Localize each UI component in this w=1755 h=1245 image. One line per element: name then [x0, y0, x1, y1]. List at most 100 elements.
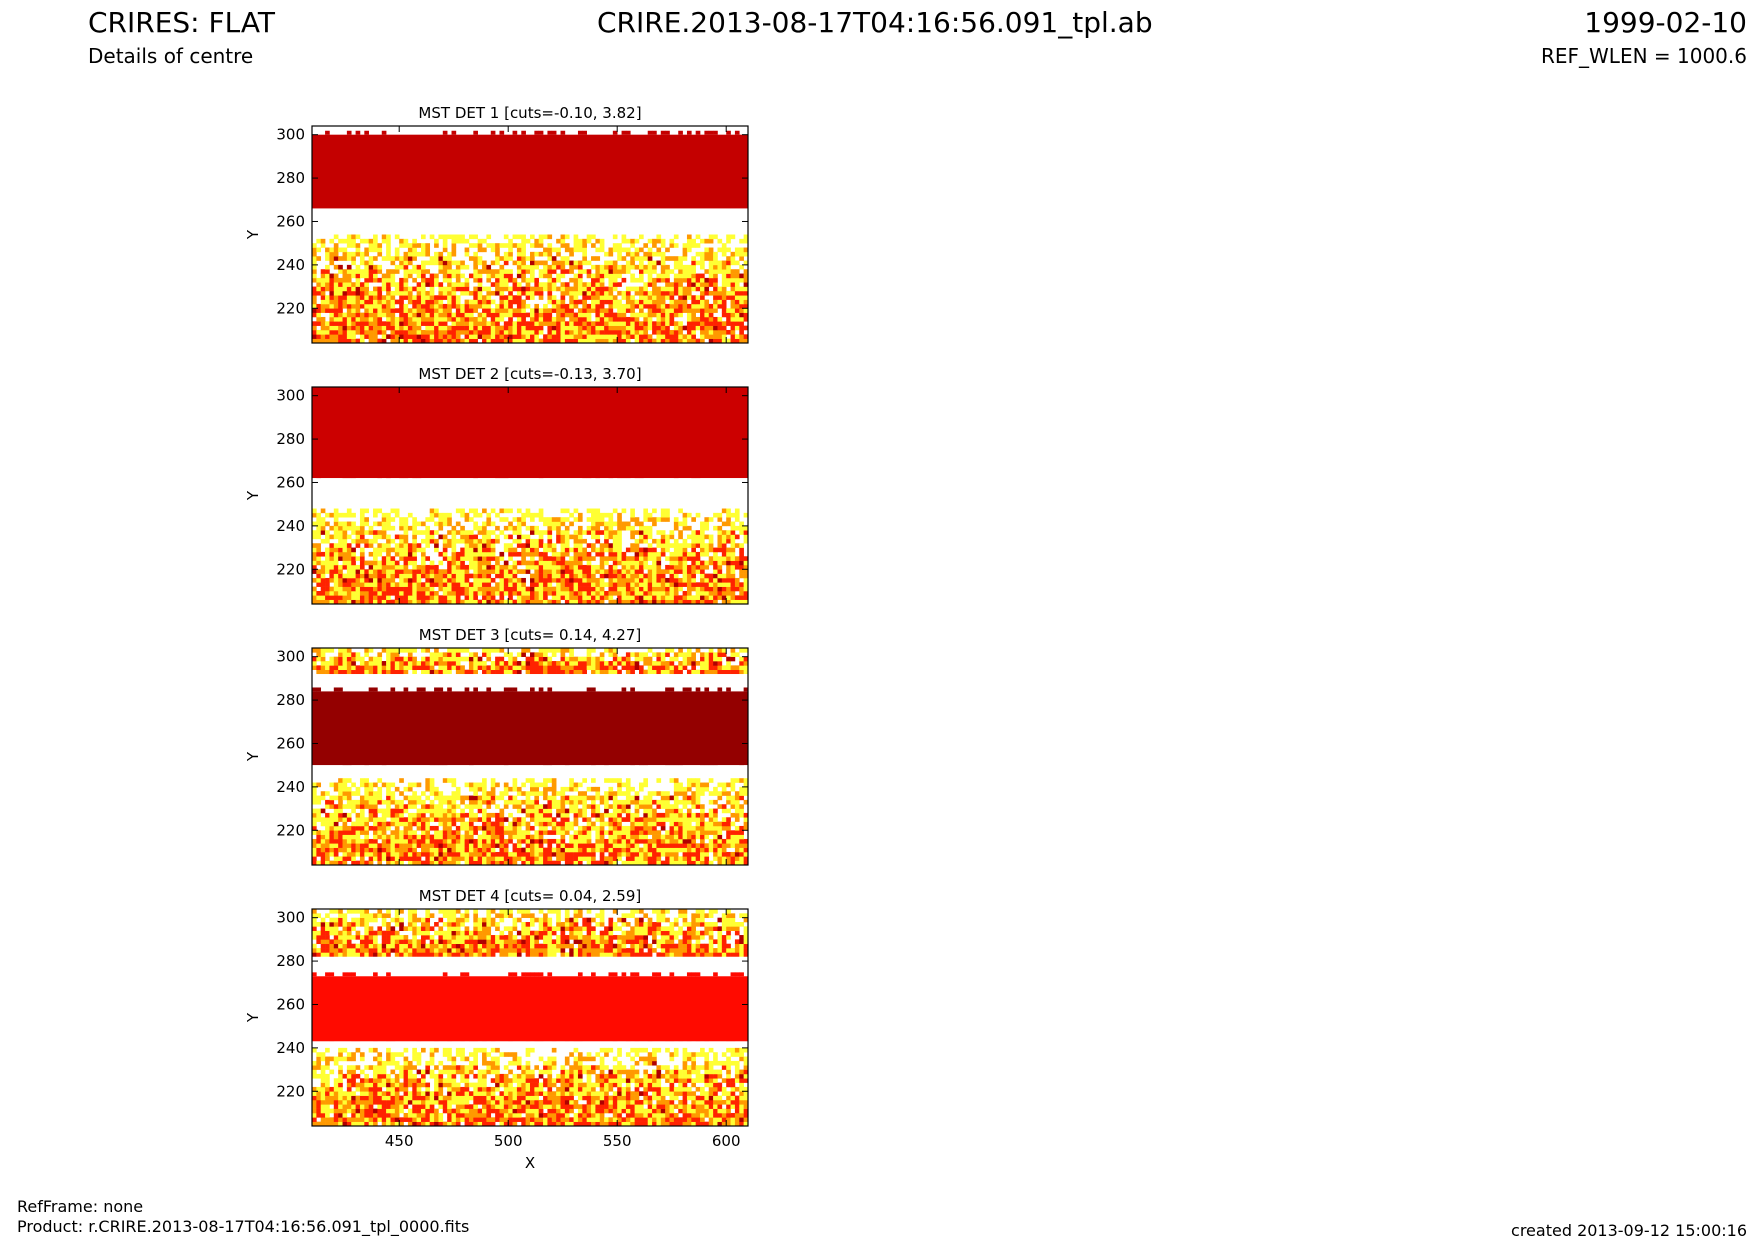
heatmap-cell — [551, 838, 557, 844]
heatmap-cell — [591, 295, 596, 300]
heatmap-cell — [726, 264, 731, 270]
heatmap-cell — [577, 582, 583, 587]
heatmap-cell — [355, 834, 361, 840]
heatmap-cell — [325, 586, 330, 592]
heatmap-cell — [551, 334, 557, 339]
heatmap-cell — [407, 856, 413, 861]
heatmap-cell — [630, 582, 635, 587]
heatmap-cell — [608, 599, 614, 604]
heatmap-cell — [355, 295, 361, 300]
heatmap-cell — [652, 560, 657, 566]
heatmap-cell — [621, 687, 627, 692]
heatmap-cell — [695, 599, 701, 604]
heatmap-cell — [547, 687, 553, 692]
heatmap-cell — [599, 308, 605, 313]
heatmap-cell — [682, 560, 688, 566]
heatmap-cell — [486, 512, 492, 518]
heatmap-cell — [639, 338, 644, 343]
heatmap-cell — [451, 282, 457, 287]
heatmap-cell — [425, 260, 431, 266]
heatmap-cell — [586, 282, 592, 287]
heatmap-cell — [713, 652, 718, 657]
heatmap-cell — [521, 256, 526, 261]
heatmap-cell — [660, 590, 666, 596]
heatmap-cell — [708, 860, 714, 865]
heatmap-cell — [608, 586, 614, 592]
heatmap-cell — [686, 247, 692, 253]
heatmap-cell — [447, 303, 452, 309]
heatmap-cell — [407, 547, 413, 553]
heatmap-cell — [656, 334, 662, 339]
heatmap-cell — [473, 860, 478, 865]
heatmap-cell — [669, 321, 675, 326]
heatmap-cell — [530, 577, 535, 583]
heatmap-cell — [691, 582, 696, 587]
y-tick-label: 280 — [276, 169, 305, 187]
heatmap-cell — [320, 582, 326, 587]
heatmap-cell — [499, 595, 505, 600]
heatmap-cell — [617, 329, 622, 335]
heatmap-cell — [564, 547, 570, 553]
heatmap-cell — [399, 851, 404, 857]
heatmap-cell — [320, 303, 326, 309]
heatmap-cell — [686, 661, 692, 666]
heatmap-cell — [364, 847, 369, 853]
heatmap-cell — [656, 321, 662, 326]
heatmap-cell — [346, 299, 352, 305]
heatmap-cell — [425, 277, 431, 283]
heatmap-cell — [342, 329, 348, 335]
heatmap-cell — [717, 669, 723, 675]
heatmap-cell — [582, 564, 587, 570]
heatmap-cell — [516, 299, 522, 305]
heatmap-cell — [625, 595, 631, 600]
heatmap-cell — [429, 282, 435, 287]
heatmap-cell — [477, 590, 483, 596]
heatmap-cell — [333, 234, 339, 240]
heatmap-cell — [451, 334, 457, 339]
heatmap-cell — [673, 851, 679, 857]
heatmap-cell — [734, 325, 740, 331]
heatmap-cell — [390, 508, 396, 514]
heatmap-cell — [569, 312, 574, 318]
heatmap-cell — [455, 538, 461, 544]
heatmap-cell — [373, 243, 378, 248]
heatmap-cell — [482, 860, 487, 865]
heatmap-cell — [368, 687, 374, 692]
heatmap-cell — [486, 838, 492, 844]
heatmap-cell — [377, 851, 383, 857]
heatmap-cell — [586, 312, 592, 318]
heatmap-cell — [543, 312, 548, 318]
heatmap-cell — [407, 595, 413, 600]
heatmap-cell — [320, 538, 326, 544]
heatmap-cell — [508, 577, 513, 583]
heatmap-cell — [665, 277, 670, 283]
heatmap-cell — [595, 286, 601, 292]
heatmap-cell — [368, 269, 374, 274]
heatmap-cell — [329, 308, 335, 313]
heatmap-cell — [390, 569, 396, 574]
heatmap-cell — [625, 290, 631, 296]
heatmap-cell — [486, 586, 492, 592]
heatmap-cell — [442, 269, 448, 274]
heatmap-cell — [359, 325, 365, 331]
heatmap-cell — [530, 512, 535, 518]
heatmap-cell — [394, 547, 400, 553]
heatmap-cell — [634, 303, 640, 309]
heatmap-cell — [560, 303, 566, 309]
heatmap-cell — [708, 338, 714, 343]
heatmap-cell — [713, 234, 718, 240]
heatmap-cell — [625, 303, 631, 309]
heatmap-cell — [312, 247, 317, 253]
heatmap-cell — [346, 277, 352, 283]
heatmap-cell — [673, 551, 679, 557]
heatmap-cell — [329, 534, 335, 540]
heatmap-cell — [416, 243, 422, 248]
heatmap-cell — [530, 308, 535, 313]
heatmap-cell — [586, 508, 592, 514]
heatmap-cell — [717, 687, 723, 692]
heatmap-cell — [312, 551, 317, 557]
heatmap-cell — [464, 687, 470, 692]
heatmap-cell — [521, 856, 526, 861]
heatmap-cell — [639, 656, 644, 662]
heatmap-cell — [743, 251, 748, 257]
